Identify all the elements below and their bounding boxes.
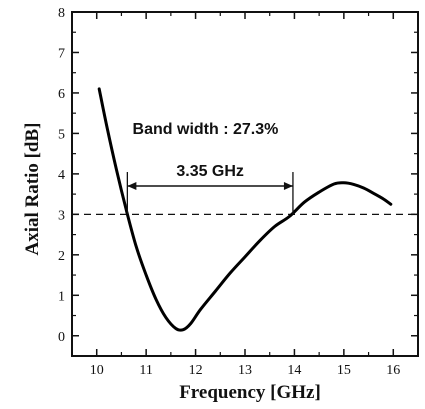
x-tick-label: 14 <box>287 363 301 378</box>
series-line <box>97 87 393 332</box>
y-tick-label: 3 <box>58 208 65 223</box>
span-arrowhead-right <box>283 182 293 191</box>
span-arrowhead-left <box>127 182 137 191</box>
x-tick-label: 15 <box>337 363 351 378</box>
y-tick-label: 0 <box>58 330 65 345</box>
y-tick-label: 1 <box>58 289 65 304</box>
y-tick-label: 7 <box>58 46 65 61</box>
x-tick-label: 10 <box>90 363 104 378</box>
bandwidth-span-arrow <box>126 172 294 215</box>
y-axis-title: Axial Ratio [dB] <box>22 123 43 256</box>
y-tick-label: 5 <box>58 127 65 142</box>
x-tick-label: 13 <box>238 363 252 378</box>
y-tick-label: 2 <box>58 249 65 264</box>
y-tick-label: 6 <box>58 87 65 102</box>
x-tick-label: 16 <box>386 363 400 378</box>
x-tick-label: 11 <box>139 363 152 378</box>
y-tick-label: 4 <box>58 168 65 183</box>
x-axis-title: Frequency [GHz] <box>179 382 321 403</box>
plot-frame <box>71 11 419 357</box>
x-tick-label: 12 <box>189 363 203 378</box>
bandwidth-annotation: Band width : 27.3% <box>133 121 279 138</box>
y-tick-label: 8 <box>58 6 65 21</box>
span-annotation: 3.35 GHz <box>176 163 244 180</box>
axis-ticks <box>71 11 419 357</box>
